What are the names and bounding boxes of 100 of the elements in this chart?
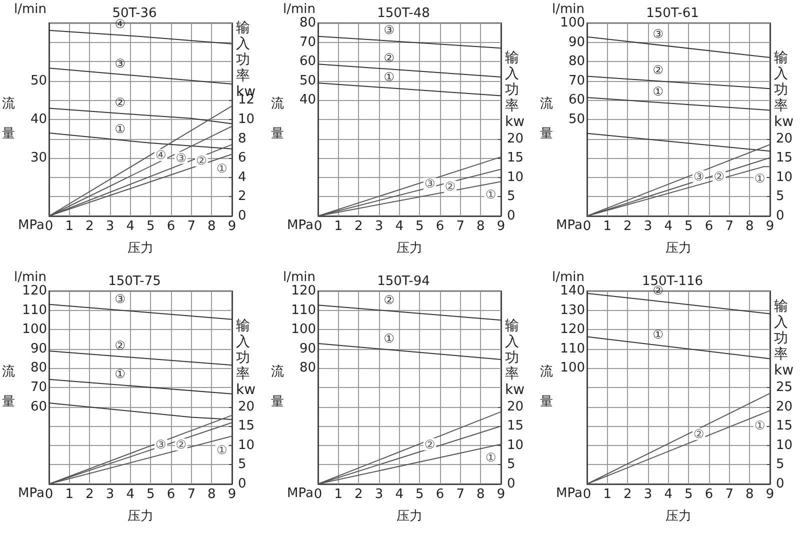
x-tick-label: 7 (187, 487, 196, 502)
series-label: ① (652, 84, 664, 98)
x-axis-title: 压力 (666, 509, 692, 524)
x-axis-title: 压力 (396, 509, 422, 524)
y2-tick-label: 15 (776, 150, 793, 166)
y-axis-title: 流量 (540, 363, 553, 410)
x-tick-label: 7 (725, 487, 734, 502)
x-tick-label: 7 (725, 219, 734, 234)
x-tick-label: 3 (644, 219, 652, 234)
x-tick-label: 0 (44, 219, 54, 234)
y2-axis-title: 输入功率kw (774, 298, 794, 378)
y-tick-label: 60 (568, 92, 585, 108)
x-tick-label: 1 (65, 487, 74, 502)
x-tick-label: 9 (766, 487, 774, 502)
series-label: ② (196, 154, 207, 168)
y2-tick-label: 0 (507, 476, 516, 492)
y2-tick-label: 15 (776, 418, 793, 434)
y2-tick-label: 0 (507, 208, 516, 224)
y-tick-label: 100 (22, 322, 47, 338)
y-tick-label: 110 (291, 302, 316, 318)
x-tick-label: 4 (664, 487, 672, 502)
y2-tick-label: 8 (238, 131, 246, 146)
y-axis-title: 流量 (2, 363, 15, 410)
series-label: ① (114, 122, 126, 136)
y-tick-label: 110 (560, 341, 585, 356)
x-tick-label: 0 (314, 219, 322, 234)
y2-axis-title: 输入功率kw (505, 50, 525, 130)
text: l/min (552, 2, 585, 17)
x-tick-label: 2 (86, 219, 94, 234)
y2-tick-label: 0 (776, 208, 784, 224)
text: l/min (283, 270, 316, 285)
series-label: ① (384, 332, 395, 346)
y2-tick-label: 20 (776, 131, 793, 146)
series-label: ④ (155, 148, 166, 162)
y-axis-title: 流量 (271, 95, 284, 142)
y-tick-label: 90 (299, 341, 316, 356)
x-tick-label: 9 (496, 219, 506, 234)
x-tick-label: 1 (334, 487, 342, 502)
y-tick-label: 80 (299, 360, 316, 376)
y2-tick-label: 5 (507, 457, 516, 472)
series-label: ① (114, 367, 126, 382)
x-tick-label: 9 (496, 487, 506, 502)
y2-tick-label: 6 (238, 150, 246, 166)
x-tick-label: 9 (228, 219, 236, 234)
x-tick-label: 8 (476, 487, 485, 502)
x-tick-label: 4 (126, 219, 134, 234)
y2-tick-label: 25 (776, 380, 793, 395)
text: l/min (552, 270, 585, 285)
y-tick-label: 120 (560, 322, 585, 338)
x-tick-label: 8 (746, 219, 754, 234)
x-tick-label: 6 (436, 487, 444, 502)
text: MPa (287, 218, 314, 233)
x-tick-label: 0 (44, 487, 54, 502)
x-tick-label: 2 (86, 487, 94, 502)
y2-tick-label: 4 (238, 170, 246, 185)
x-tick-label: 5 (416, 219, 424, 234)
x-tick-label: 7 (456, 487, 464, 502)
y-tick-label: 40 (299, 92, 316, 108)
x-tick-label: 5 (416, 487, 424, 502)
y-tick-label: 50 (568, 112, 585, 127)
series-label: ① (384, 70, 395, 84)
series-label: ② (693, 426, 704, 441)
series-label: ① (754, 418, 766, 433)
y-axis-title: 流量 (540, 95, 553, 142)
x-tick-label: 2 (354, 219, 363, 234)
series-label: ③ (155, 437, 166, 452)
y-axis-title: 流量 (271, 363, 284, 410)
y-tick-label: 140 (560, 284, 585, 298)
y-tick-label: 50 (299, 73, 316, 88)
x-tick-label: 1 (334, 219, 342, 234)
series-label: ② (176, 438, 187, 452)
x-tick-label: 9 (766, 219, 774, 234)
y2-tick-label: 5 (776, 457, 784, 472)
y-tick-label: 50 (30, 73, 47, 88)
y2-tick-label: 10 (238, 112, 255, 127)
y2-tick-label: 0 (238, 476, 246, 492)
y-tick-label: 60 (30, 399, 47, 414)
x-tick-label: 1 (603, 219, 612, 234)
series-label: ③ (424, 176, 436, 191)
x-tick-label: 8 (476, 219, 485, 234)
y2-tick-label: 5 (238, 457, 246, 472)
x-tick-label: 3 (106, 487, 114, 502)
series-label: ① (485, 450, 496, 464)
text: l/min (14, 2, 47, 17)
x-tick-label: 5 (146, 487, 155, 502)
series-label: ② (424, 437, 436, 452)
x-tick-label: 8 (208, 487, 216, 502)
series-label: ① (485, 188, 496, 202)
y2-tick-label: 15 (507, 150, 524, 166)
x-tick-label: 3 (374, 487, 384, 502)
y2-tick-label: 15 (238, 418, 255, 434)
series-label: ① (754, 172, 766, 186)
x-tick-label: 5 (684, 219, 693, 234)
y2-axis-title: 输入功率kw (505, 318, 525, 398)
text: MPa (18, 486, 44, 501)
text: l/min (14, 270, 47, 285)
series-label: ① (216, 162, 228, 176)
chart-title: 150T-61 (646, 6, 699, 21)
y2-tick-label: 5 (507, 189, 516, 204)
x-tick-label: 8 (208, 219, 216, 234)
